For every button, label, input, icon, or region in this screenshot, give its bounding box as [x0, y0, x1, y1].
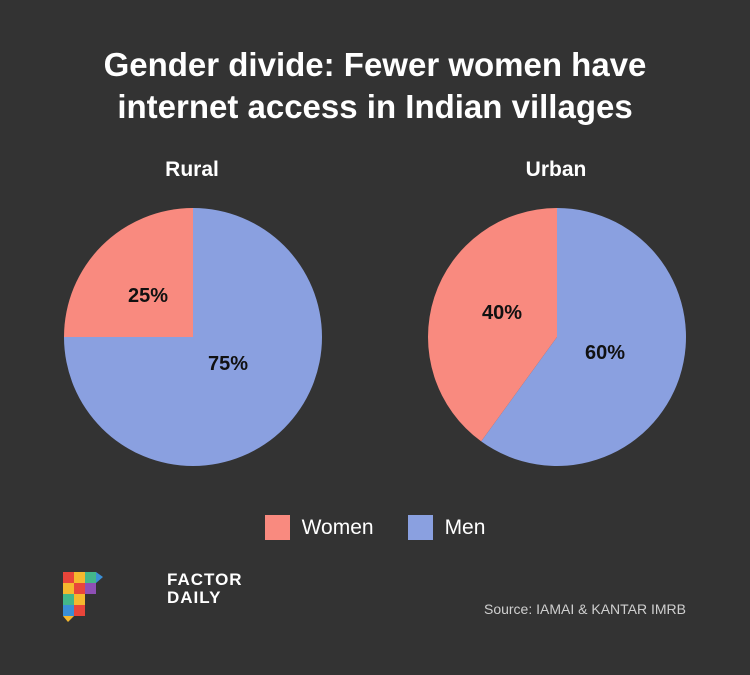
logo-mark-icon — [63, 572, 103, 622]
legend-label-women: Women — [301, 515, 374, 539]
legend-swatch-men — [407, 515, 433, 540]
rural-label-men: 75% — [208, 353, 248, 375]
rural-label-women: 25% — [128, 285, 168, 307]
chart-title: Gender divide: Fewer women have internet… — [0, 44, 750, 128]
legend-item-women: Women — [264, 515, 374, 540]
urban-slice-women — [427, 208, 557, 442]
title-line-2: internet access in Indian villages — [117, 88, 633, 125]
title-line-1: Gender divide: Fewer women have — [103, 46, 647, 83]
legend: Women Men — [0, 515, 750, 540]
urban-pie-title: Urban — [525, 158, 587, 181]
factor-daily-logo: FACTOR DAILY — [63, 570, 242, 622]
legend-item-men: Men — [407, 515, 486, 540]
legend-swatch-women — [264, 515, 290, 540]
brand-line-1: FACTOR — [167, 570, 243, 589]
legend-label-men: Men — [444, 515, 486, 539]
urban-label-women: 40% — [482, 302, 522, 324]
rural-slice-women — [64, 208, 193, 337]
urban-slice-men — [481, 208, 686, 466]
brand-line-2: DAILY — [167, 588, 222, 607]
urban-label-men: 60% — [585, 342, 625, 364]
rural-pie: 25% 75% — [64, 208, 322, 466]
source-note: Source: IAMAI & KANTAR IMRB — [483, 601, 686, 617]
rural-pie-title: Rural — [165, 158, 219, 181]
urban-pie: 40% 60% — [427, 208, 686, 466]
